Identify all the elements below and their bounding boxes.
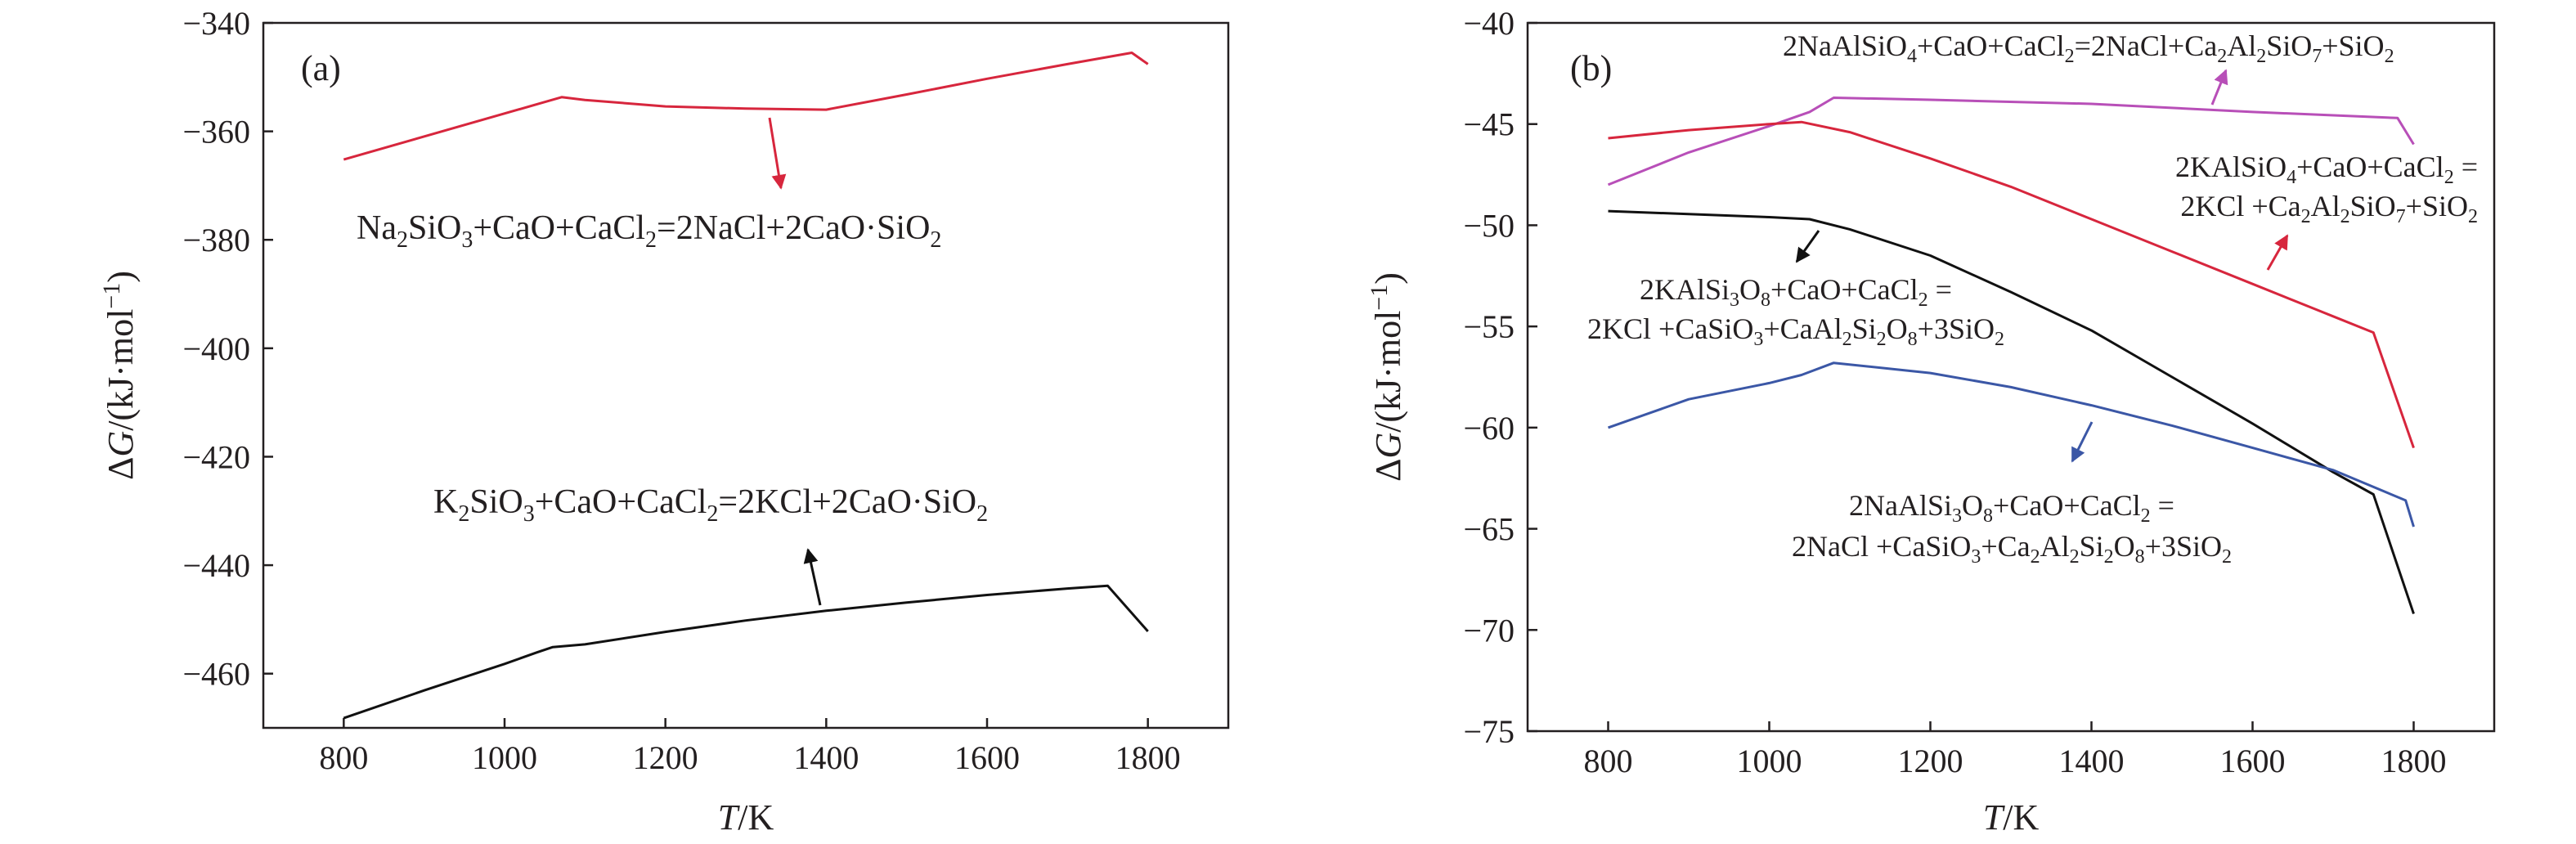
panel-a-y-tick-label: −340 bbox=[182, 5, 250, 42]
panel-b-naalsio4-arrow bbox=[2210, 69, 2228, 106]
panel-b-y-tick-label: −70 bbox=[1463, 612, 1515, 649]
panel-b-naalsio4-reaction-label: 2NaAlSiO4+CaO+CaCl2=2NaCl+Ca2Al2SiO7+SiO… bbox=[1783, 29, 2394, 67]
panel-a-y-tick-label: −360 bbox=[182, 114, 250, 150]
panel-a-x-axis-title: T/K bbox=[718, 797, 774, 837]
panel-a-y-tick-label: −460 bbox=[182, 656, 250, 693]
panel-b-y-tick-label: −65 bbox=[1463, 511, 1515, 548]
panel-a-na2sio3-reaction-label: Na2SiO3+CaO+CaCl2=2NaCl+2CaO·SiO2 bbox=[357, 209, 941, 253]
panel-b-y-tick-label: −40 bbox=[1463, 5, 1515, 42]
panel-b-naalsi3o8-arrow bbox=[2071, 421, 2094, 463]
panel-a-k2sio3-arrow bbox=[803, 548, 822, 606]
panel-b-y-tick-label: −55 bbox=[1463, 308, 1515, 345]
panel-b-y-tick-label: −45 bbox=[1463, 106, 1515, 143]
panel-a: 800 1000 1200 1400 1600 1800 −340 −360 −380 −400 −… bbox=[98, 5, 1230, 837]
panel-b-y-axis-title: ΔG/(kJ·mol−1) bbox=[1366, 272, 1408, 482]
panel-b-y-tick-label: −75 bbox=[1463, 713, 1515, 750]
panel-a-k2sio3-reaction-label: K2SiO3+CaO+CaCl2=2KCl+2CaO·SiO2 bbox=[433, 483, 988, 527]
panel-b-kalsio4-reaction-label-line1: 2KAlSiO4+CaO+CaCl2 = bbox=[2175, 150, 2478, 188]
panel-b-kalsi3o8-reaction-label-line2: 2KCl +CaSiO3+CaAl2Si2O8+3SiO2 bbox=[1587, 312, 2004, 350]
panel-a-y-tick-label: −400 bbox=[182, 330, 250, 367]
panel-a-na2sio3-arrow bbox=[768, 117, 787, 190]
panel-b-x-tick-label: 1800 bbox=[2381, 743, 2447, 779]
panel-a-x-tick-label: 1600 bbox=[954, 739, 1020, 776]
panel-a-y-tick-label: −420 bbox=[182, 438, 250, 475]
panel-b-x-tick-label: 1600 bbox=[2220, 743, 2286, 779]
panel-b-lines bbox=[1607, 97, 2415, 614]
panel-a-x-tick-label: 800 bbox=[319, 739, 368, 776]
panel-b-x-tick-label: 800 bbox=[1584, 743, 1633, 779]
panel-b-y-tick-label: −50 bbox=[1463, 207, 1515, 244]
panel-b-y-tick-label: −60 bbox=[1463, 410, 1515, 447]
panel-a-x-tick-label: 1800 bbox=[1115, 739, 1181, 776]
panel-b-plot-frame bbox=[1526, 21, 2496, 733]
panel-b-label: (b) bbox=[1570, 48, 1612, 88]
panel-b-naalsi3o8-reaction-label-line1: 2NaAlSi3O8+CaO+CaCl2 = bbox=[1849, 489, 2174, 527]
panel-a-plot-frame bbox=[262, 21, 1230, 730]
panel-b-x-tick-label: 1000 bbox=[1737, 743, 1802, 779]
panel-b-x-axis-title: T/K bbox=[1983, 797, 2040, 837]
panel-a-y-tick-label: −440 bbox=[182, 547, 250, 584]
panel-b-naalsi3o8-reaction-label-line2: 2NaCl +CaSiO3+Ca2Al2Si2O8+3SiO2 bbox=[1792, 530, 2232, 568]
panel-b-kalsi3o8-arrow bbox=[1795, 230, 1820, 263]
panel-b-x-tick-label: 1400 bbox=[2059, 743, 2125, 779]
panel-b-series-line-2 bbox=[1608, 120, 2415, 449]
panel-b-series-line-4 bbox=[1608, 361, 2415, 528]
panel-b-kalsio4-arrow bbox=[2266, 234, 2289, 271]
panel-b-series-line-3 bbox=[1608, 209, 2415, 614]
panel-a-x-tick-label: 1000 bbox=[472, 739, 537, 776]
panel-a-x-tick-label: 1200 bbox=[633, 739, 698, 776]
panel-b-kalsi3o8-reaction-label-line1: 2KAlSi3O8+CaO+CaCl2 = bbox=[1640, 273, 1952, 311]
panel-b-series-line-1 bbox=[1607, 97, 2415, 186]
panel-a-y-axis-title: ΔG/(kJ·mol−1) bbox=[98, 271, 141, 480]
panel-a-x-tick-label: 1400 bbox=[793, 739, 859, 776]
panel-b-x-tick-label: 1200 bbox=[1898, 743, 1963, 779]
panel-b-ticks: 800 1000 1200 1400 1600 1800 −40 −45 −50 −55 −60 −6… bbox=[1463, 5, 2446, 779]
panel-a-ticks: 800 1000 1200 1400 1600 1800 −340 −360 −380 −400 −… bbox=[182, 5, 1180, 776]
panel-b-kalsio4-reaction-label-line2: 2KCl +Ca2Al2SiO7+SiO2 bbox=[2180, 190, 2478, 227]
panel-a-series-line-2 bbox=[343, 584, 1149, 720]
panel-b: 800 1000 1200 1400 1600 1800 −40 −45 −50 −55 −60 −6… bbox=[1366, 5, 2496, 837]
panel-a-lines bbox=[343, 52, 1149, 720]
panel-a-y-tick-label: −380 bbox=[182, 222, 250, 258]
panel-a-label: (a) bbox=[301, 48, 341, 88]
panel-a-series-line-1 bbox=[343, 52, 1149, 161]
